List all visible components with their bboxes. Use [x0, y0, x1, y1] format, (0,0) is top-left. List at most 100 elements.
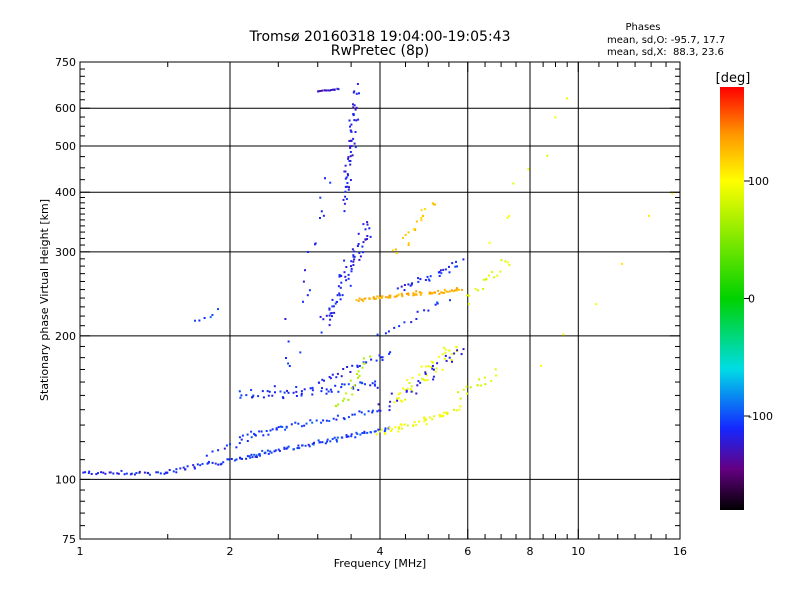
data-point — [345, 392, 348, 395]
data-point — [442, 268, 445, 271]
data-point — [357, 232, 360, 235]
data-point — [205, 454, 208, 457]
data-point — [378, 297, 381, 300]
data-point — [327, 390, 330, 393]
data-point — [389, 351, 392, 354]
data-point — [311, 389, 314, 392]
data-point — [336, 372, 339, 375]
data-point — [370, 431, 372, 434]
data-point — [343, 271, 346, 274]
data-point — [254, 455, 257, 458]
data-point — [357, 370, 360, 373]
data-point — [252, 394, 255, 397]
data-point — [304, 269, 306, 272]
data-point — [377, 428, 380, 431]
data-point — [344, 190, 347, 193]
data-point — [329, 388, 332, 391]
data-point — [476, 384, 479, 387]
data-point — [331, 438, 334, 440]
data-point — [338, 275, 341, 278]
data-point — [405, 390, 408, 393]
data-point — [148, 473, 151, 476]
data-point — [354, 131, 357, 133]
data-point — [347, 416, 350, 419]
data-point — [358, 374, 361, 377]
data-point — [402, 236, 404, 239]
data-point — [317, 439, 320, 442]
colorbar-label: [deg] — [716, 71, 751, 86]
data-point — [378, 430, 381, 433]
data-point — [351, 154, 354, 157]
data-point — [439, 415, 442, 418]
data-point — [395, 252, 398, 255]
data-point — [335, 301, 338, 303]
data-point — [321, 441, 324, 444]
data-point — [255, 454, 258, 457]
data-point — [364, 238, 367, 241]
data-point — [217, 463, 220, 466]
data-point — [508, 215, 511, 217]
data-point — [363, 298, 366, 301]
data-point — [404, 233, 407, 236]
data-point — [442, 411, 445, 414]
data-point — [453, 352, 456, 355]
data-point — [285, 357, 287, 359]
data-point — [343, 397, 346, 400]
data-point — [419, 293, 422, 296]
data-point — [368, 227, 371, 230]
data-point — [378, 429, 381, 432]
data-point — [264, 451, 267, 454]
data-point — [335, 376, 338, 379]
data-point — [363, 432, 366, 434]
data-point — [299, 351, 302, 354]
data-point — [155, 471, 158, 474]
data-point — [648, 214, 650, 217]
data-point — [420, 292, 423, 295]
data-point — [214, 462, 217, 465]
data-point — [376, 386, 379, 389]
data-point — [287, 445, 290, 448]
data-point — [484, 383, 487, 386]
data-point — [363, 430, 366, 433]
data-point — [343, 202, 346, 205]
data-point — [410, 390, 413, 393]
data-point — [474, 288, 477, 291]
data-point — [452, 290, 455, 293]
data-point — [436, 301, 439, 304]
data-point — [412, 294, 415, 297]
y-axis-label: Stationary phase Virtual Height [km] — [38, 199, 51, 401]
data-point — [267, 394, 270, 397]
data-point — [340, 386, 343, 389]
data-point — [349, 379, 352, 382]
data-point — [343, 259, 346, 262]
data-point — [375, 297, 378, 300]
data-point — [451, 353, 453, 356]
data-point — [424, 279, 427, 281]
x-tick-label: 8 — [527, 545, 534, 558]
data-point — [321, 387, 323, 390]
data-point — [346, 182, 349, 184]
data-point — [159, 472, 162, 475]
data-point — [396, 399, 399, 402]
data-point — [339, 274, 342, 277]
data-point — [352, 113, 355, 116]
data-point — [373, 383, 376, 386]
data-point — [388, 426, 391, 429]
stats-o-line: mean, sd,O: -95.7, 17.7 — [607, 35, 725, 46]
data-point — [322, 318, 325, 321]
data-point — [387, 330, 390, 333]
data-point — [409, 388, 412, 391]
data-point — [378, 354, 381, 357]
data-point — [350, 270, 353, 273]
data-point — [211, 450, 214, 453]
data-point — [344, 177, 347, 180]
data-point — [445, 290, 448, 293]
data-point — [350, 435, 353, 438]
data-point — [349, 146, 352, 149]
data-point — [345, 198, 348, 200]
data-point — [358, 410, 361, 413]
data-point — [414, 229, 417, 232]
data-point — [320, 390, 323, 393]
data-point — [353, 250, 356, 253]
data-point — [338, 292, 341, 295]
